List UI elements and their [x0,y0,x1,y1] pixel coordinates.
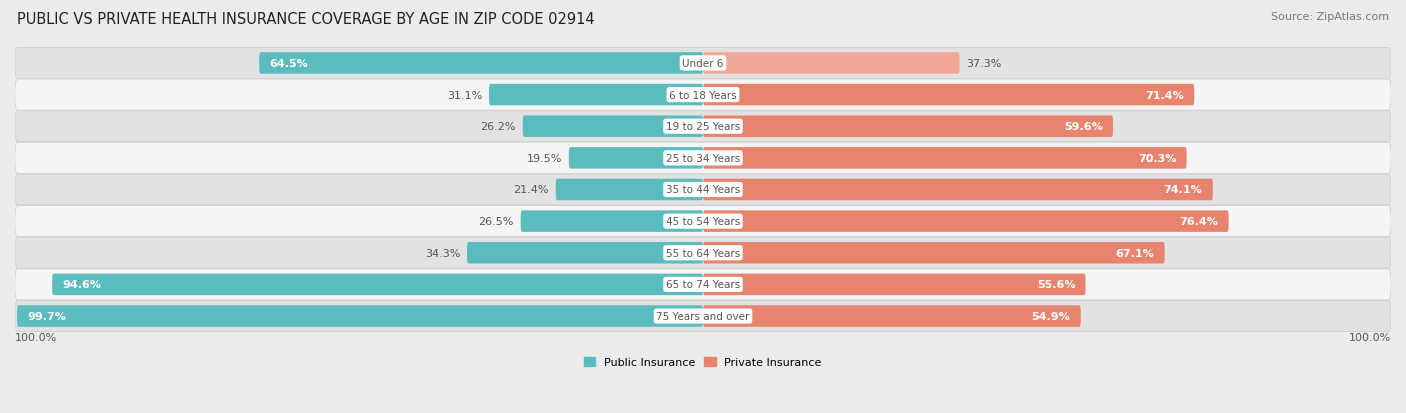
FancyBboxPatch shape [703,148,1187,169]
FancyBboxPatch shape [555,179,703,201]
FancyBboxPatch shape [489,85,703,106]
Text: 55 to 64 Years: 55 to 64 Years [666,248,740,258]
Text: 64.5%: 64.5% [270,59,308,69]
FancyBboxPatch shape [703,179,1213,201]
FancyBboxPatch shape [523,116,703,138]
FancyBboxPatch shape [15,301,1391,332]
Legend: Public Insurance, Private Insurance: Public Insurance, Private Insurance [579,353,827,372]
Text: 19 to 25 Years: 19 to 25 Years [666,122,740,132]
Text: 21.4%: 21.4% [513,185,548,195]
Text: 76.4%: 76.4% [1180,216,1219,227]
FancyBboxPatch shape [15,48,1391,79]
FancyBboxPatch shape [520,211,703,233]
Text: 37.3%: 37.3% [966,59,1002,69]
Text: 65 to 74 Years: 65 to 74 Years [666,280,740,290]
Text: 26.5%: 26.5% [478,216,513,227]
FancyBboxPatch shape [15,80,1391,111]
Text: 55.6%: 55.6% [1036,280,1076,290]
Text: 100.0%: 100.0% [15,333,58,343]
Text: 26.2%: 26.2% [481,122,516,132]
Text: 25 to 34 Years: 25 to 34 Years [666,154,740,164]
FancyBboxPatch shape [15,112,1391,142]
Text: 99.7%: 99.7% [27,311,66,321]
Text: 100.0%: 100.0% [1348,333,1391,343]
FancyBboxPatch shape [15,206,1391,237]
FancyBboxPatch shape [15,237,1391,268]
Text: Under 6: Under 6 [682,59,724,69]
FancyBboxPatch shape [703,211,1229,233]
Text: Source: ZipAtlas.com: Source: ZipAtlas.com [1271,12,1389,22]
Text: 54.9%: 54.9% [1032,311,1070,321]
FancyBboxPatch shape [467,242,703,264]
Text: 75 Years and over: 75 Years and over [657,311,749,321]
Text: 67.1%: 67.1% [1115,248,1154,258]
FancyBboxPatch shape [703,85,1194,106]
FancyBboxPatch shape [17,306,703,327]
FancyBboxPatch shape [569,148,703,169]
FancyBboxPatch shape [703,242,1164,264]
FancyBboxPatch shape [15,143,1391,174]
Text: PUBLIC VS PRIVATE HEALTH INSURANCE COVERAGE BY AGE IN ZIP CODE 02914: PUBLIC VS PRIVATE HEALTH INSURANCE COVER… [17,12,595,27]
Text: 34.3%: 34.3% [425,248,460,258]
Text: 35 to 44 Years: 35 to 44 Years [666,185,740,195]
FancyBboxPatch shape [15,269,1391,300]
FancyBboxPatch shape [52,274,703,295]
Text: 19.5%: 19.5% [527,154,562,164]
FancyBboxPatch shape [15,175,1391,206]
Text: 94.6%: 94.6% [62,280,101,290]
Text: 59.6%: 59.6% [1064,122,1102,132]
Text: 6 to 18 Years: 6 to 18 Years [669,90,737,100]
FancyBboxPatch shape [703,306,1081,327]
Text: 71.4%: 71.4% [1144,90,1184,100]
Text: 45 to 54 Years: 45 to 54 Years [666,216,740,227]
FancyBboxPatch shape [703,274,1085,295]
Text: 70.3%: 70.3% [1137,154,1177,164]
Text: 31.1%: 31.1% [447,90,482,100]
FancyBboxPatch shape [703,53,960,74]
FancyBboxPatch shape [703,116,1114,138]
FancyBboxPatch shape [259,53,703,74]
Text: 74.1%: 74.1% [1164,185,1202,195]
